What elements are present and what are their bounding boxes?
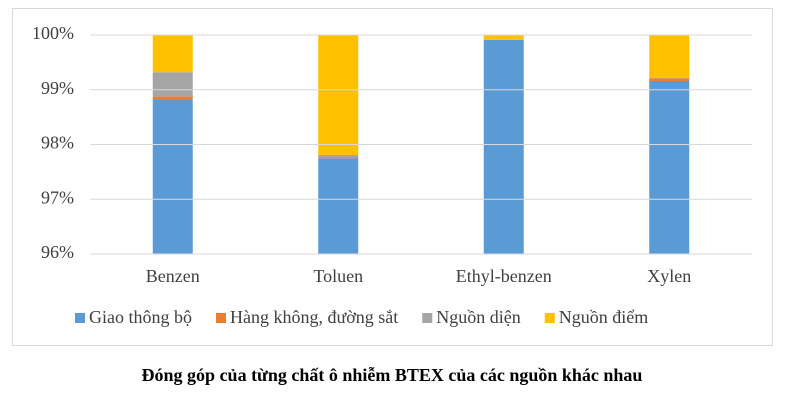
bar-segment bbox=[483, 39, 524, 254]
bar-segment bbox=[483, 35, 524, 40]
x-tick-label: Xylen bbox=[647, 266, 691, 286]
bar-segment bbox=[152, 72, 193, 97]
bar-segment bbox=[318, 35, 359, 155]
legend-swatch bbox=[216, 313, 226, 323]
x-tick-label: Ethyl-benzen bbox=[456, 266, 552, 286]
plot-area bbox=[152, 35, 690, 254]
bar-segment bbox=[649, 35, 690, 78]
bar-segment bbox=[649, 77, 690, 79]
bar-segment bbox=[152, 96, 193, 100]
legend-label: Giao thông bộ bbox=[89, 307, 192, 327]
bar-segment bbox=[649, 78, 690, 81]
legend-swatch bbox=[75, 313, 85, 323]
chart-title: Đóng góp của từng chất ô nhiễm BTEX của … bbox=[142, 365, 643, 385]
y-tick-label: 99% bbox=[41, 78, 74, 98]
chart-frame bbox=[12, 8, 773, 346]
legend-swatch bbox=[422, 313, 433, 323]
y-tick-label: 97% bbox=[41, 187, 74, 207]
legend-swatch bbox=[544, 313, 555, 323]
bar-segment bbox=[318, 154, 359, 158]
bar-segment bbox=[152, 99, 193, 254]
x-tick-label: Benzen bbox=[146, 266, 200, 286]
bar-segment bbox=[649, 80, 690, 254]
bar-segment bbox=[152, 35, 193, 73]
legend-label: Nguồn diện bbox=[436, 307, 521, 327]
legend-label: Hàng không, đường sắt bbox=[230, 307, 398, 327]
y-tick-label: 100% bbox=[32, 23, 74, 43]
legend-label: Nguồn điểm bbox=[559, 307, 649, 327]
y-tick-label: 98% bbox=[41, 133, 74, 153]
y-tick-label: 96% bbox=[41, 242, 74, 262]
bar-segment bbox=[318, 157, 359, 159]
x-tick-label: Toluen bbox=[313, 266, 363, 286]
bar-segment bbox=[318, 158, 359, 254]
